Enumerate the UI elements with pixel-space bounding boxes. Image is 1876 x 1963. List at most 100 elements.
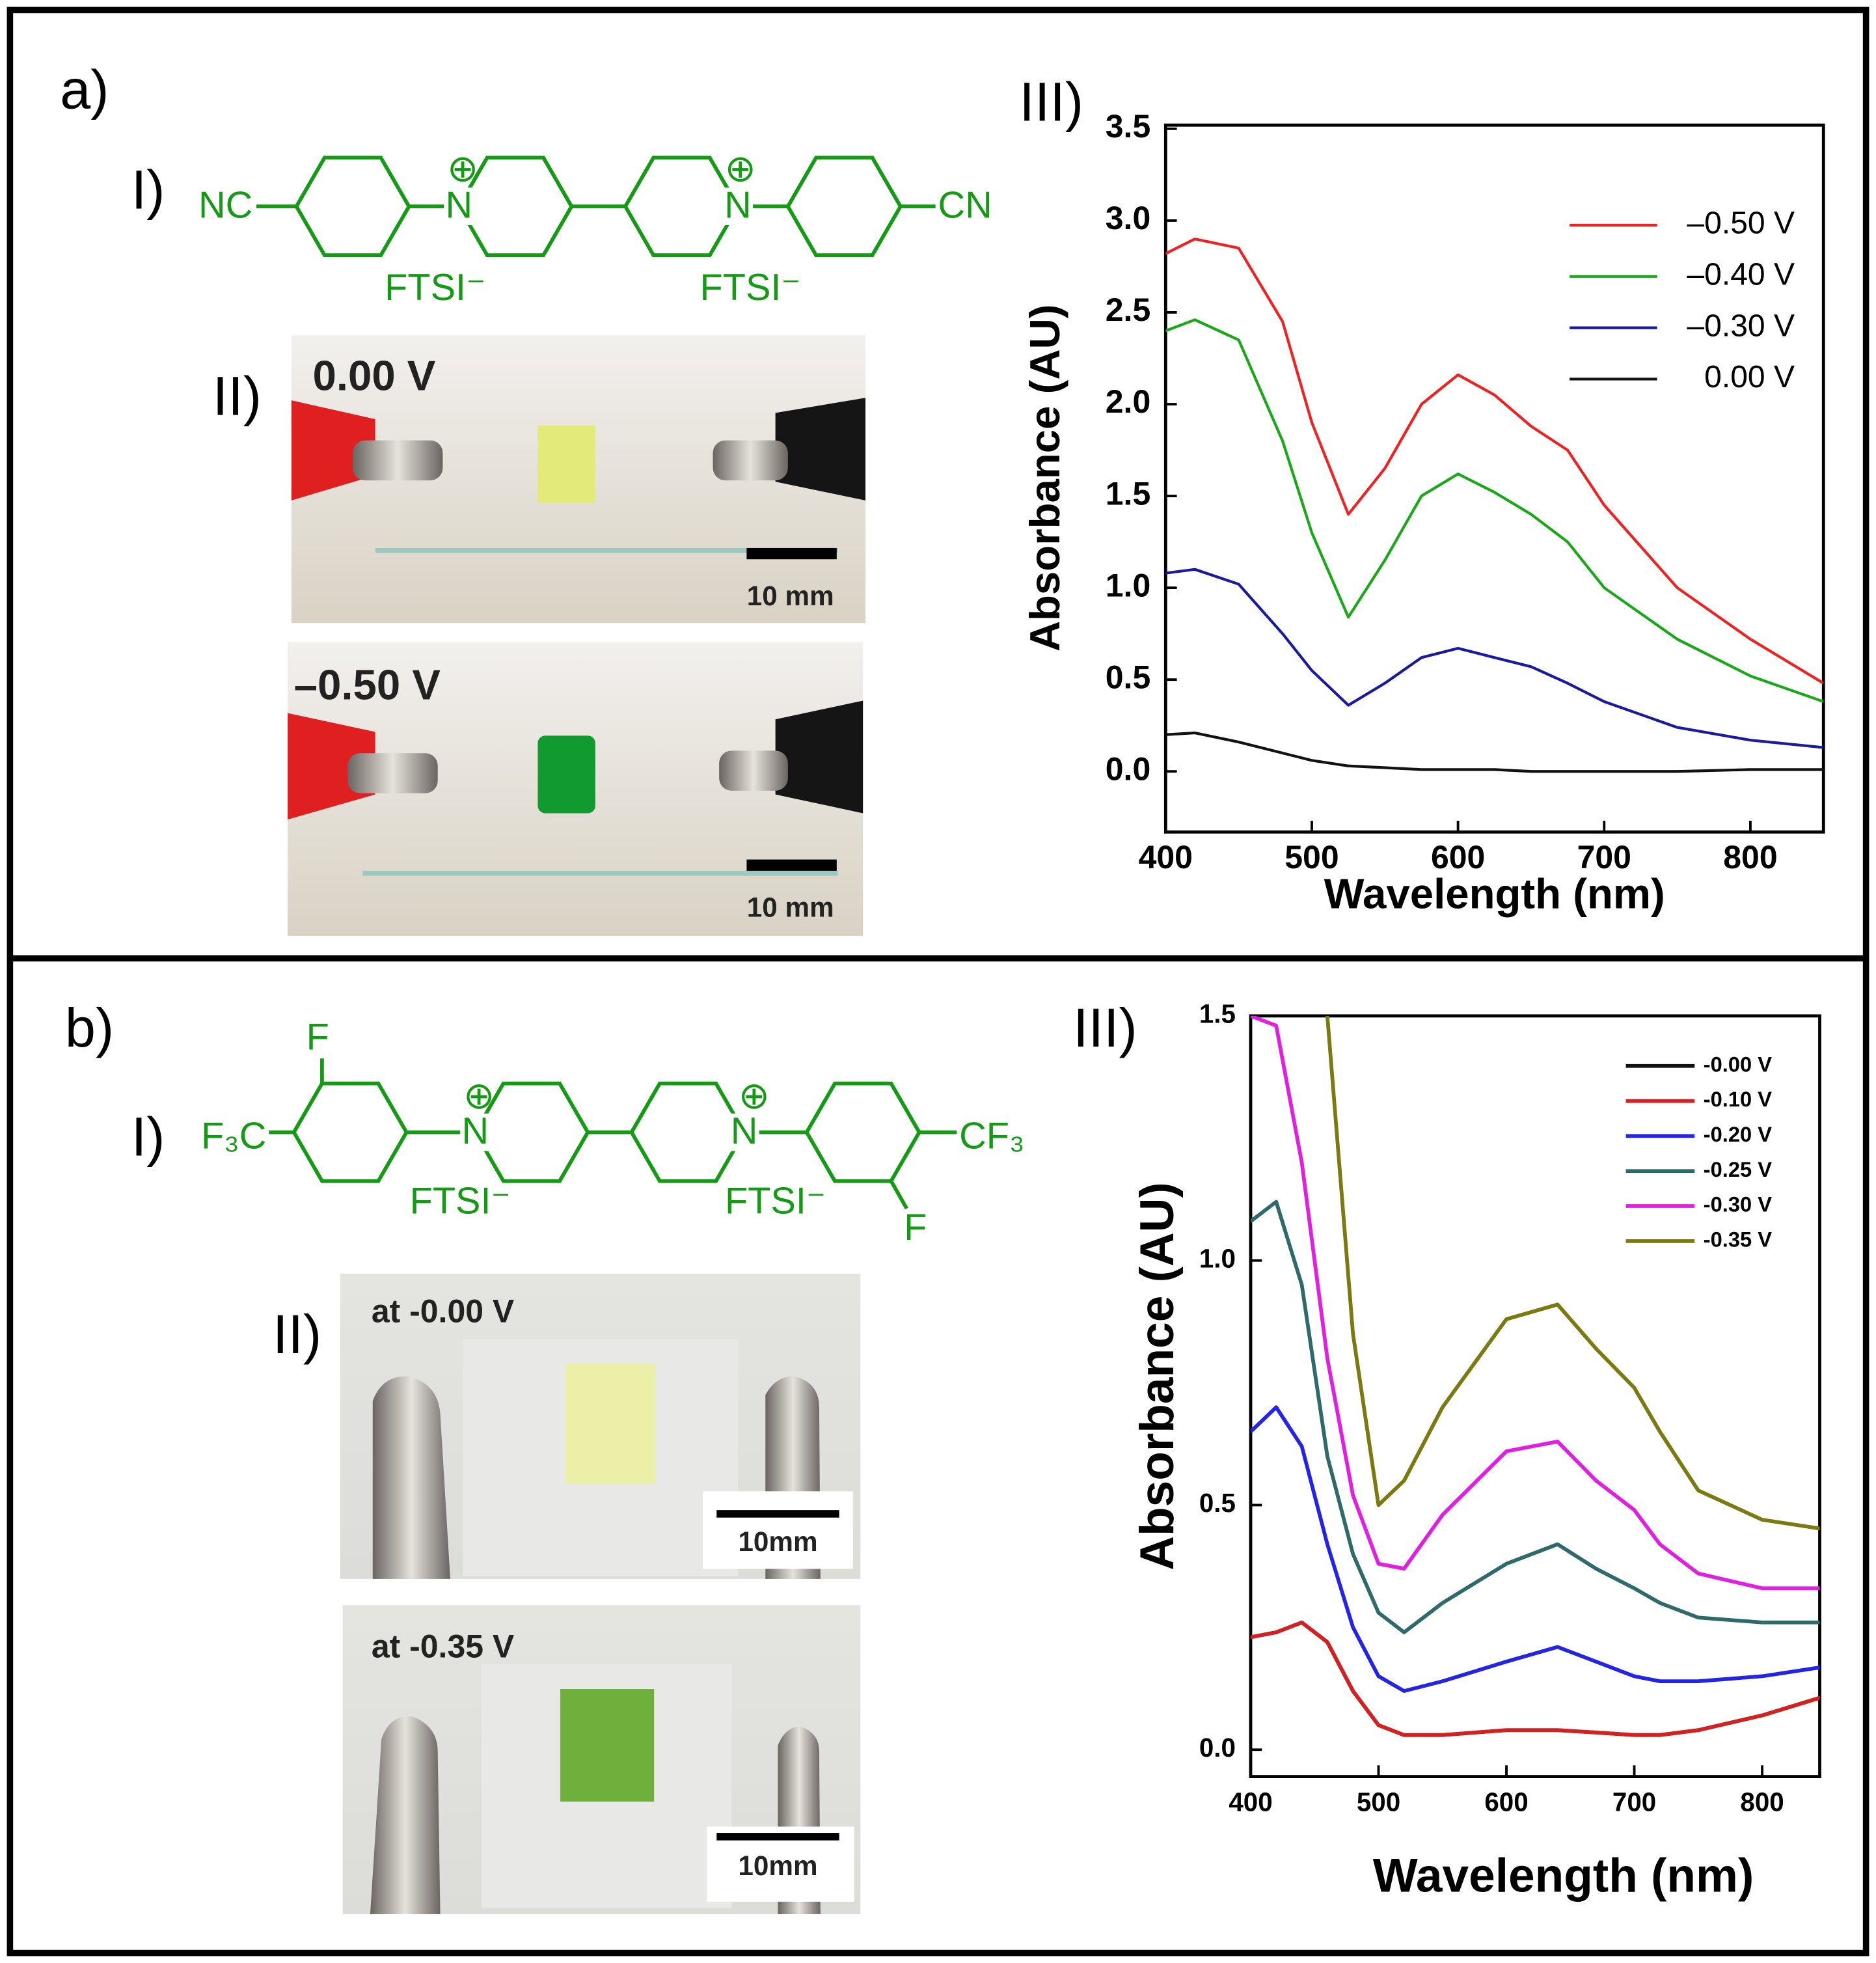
anion: FTSI⁻	[410, 1180, 511, 1222]
atom-bg	[722, 187, 754, 226]
clip	[291, 400, 375, 501]
chart: 400 500 600 700 800 0.0 0.5 1.0 1.5 Wavelength (n…	[1131, 999, 1821, 1902]
x-axis-title: Wavelength (nm)	[1324, 870, 1665, 918]
series-line	[1325, 1015, 1820, 1531]
atom: N	[724, 184, 752, 226]
ring	[623, 156, 741, 258]
photo: 0.00 V 10 mm	[291, 335, 866, 624]
x-tick-label: 400	[1229, 1787, 1272, 1817]
scale-label: 10 mm	[747, 892, 834, 923]
legend: –0.50 V –0.40 V –0.30 V 0.00 V	[1570, 206, 1795, 394]
x-tick-label: 600	[1484, 1787, 1528, 1817]
x-tick-label: 500	[1285, 839, 1339, 875]
y-tick-label: 3.0	[1106, 200, 1150, 236]
series-line	[1251, 1015, 1820, 1591]
panel-label: b)	[65, 996, 114, 1058]
x-tick-label: 700	[1577, 839, 1631, 875]
legend-label: -0.20 V	[1704, 1122, 1772, 1146]
y-axis-title: Absorbance (AU)	[1131, 1182, 1184, 1571]
clip	[775, 398, 866, 501]
x-tick-label: 400	[1139, 839, 1193, 875]
photo-label: at -0.00 V	[372, 1293, 514, 1330]
structure: NC CN N N ⊕ ⊕ FTSI⁻ FTSI⁻	[198, 148, 992, 309]
legend-label: -0.35 V	[1704, 1227, 1772, 1251]
scale-label: 10mm	[738, 1850, 817, 1881]
group: NC	[198, 184, 252, 226]
ring	[294, 156, 411, 258]
part-label: I)	[131, 1105, 165, 1167]
scale-label: 10mm	[738, 1526, 817, 1557]
charge: ⊕	[463, 1075, 495, 1117]
series-line	[1251, 1405, 1820, 1693]
x-tick-label: 600	[1431, 839, 1485, 875]
y-tick-label: 1.5	[1106, 475, 1150, 512]
series-line	[1165, 731, 1824, 773]
ring	[785, 156, 903, 258]
charge: ⊕	[739, 1075, 770, 1117]
photo: –0.50 V 10 mm	[288, 642, 863, 936]
series-line	[1165, 238, 1824, 685]
clip	[370, 1716, 441, 1915]
x-tick-label: 800	[1740, 1787, 1784, 1817]
series-line	[1165, 568, 1824, 749]
charts: 400 500 600 700 800 0.0 0.5 1.0 1.5 2.0 2.5 3.0 3.5 W…	[1021, 108, 1825, 1902]
clip	[713, 440, 788, 481]
y-axis-title: Absorbance (AU)	[1021, 304, 1068, 652]
charge: ⊕	[725, 148, 756, 190]
anion: FTSI⁻	[700, 267, 801, 309]
ring	[292, 1081, 409, 1183]
frame	[7, 7, 1869, 1956]
scale-bar	[716, 1833, 839, 1841]
legend-label: –0.30 V	[1687, 309, 1795, 343]
clip	[372, 1376, 450, 1579]
part-label: II)	[273, 1303, 321, 1365]
atom: N	[446, 184, 473, 226]
ring	[804, 1081, 921, 1183]
series-line	[1165, 318, 1824, 703]
legend-label: -0.00 V	[1704, 1052, 1772, 1076]
photo-label: –0.50 V	[294, 661, 441, 708]
part-label: I)	[131, 158, 165, 220]
scale-box	[703, 1491, 853, 1569]
y-tick-label: 2.5	[1106, 292, 1150, 328]
clip	[775, 700, 863, 814]
x-tick-label: 800	[1723, 839, 1777, 875]
charge: ⊕	[447, 148, 478, 190]
panel-label: a)	[60, 59, 109, 120]
group: F₃C	[201, 1115, 266, 1157]
atom-bg	[729, 1113, 759, 1151]
group: CF₃	[959, 1115, 1024, 1157]
y-tick-label: 1.0	[1199, 1243, 1236, 1273]
legend-label: 0.00 V	[1704, 360, 1795, 394]
sample	[565, 1364, 656, 1484]
scale-bar	[746, 547, 837, 560]
sample	[560, 1689, 655, 1802]
clip	[347, 753, 438, 793]
ring	[629, 1081, 746, 1183]
anion: FTSI⁻	[725, 1180, 826, 1222]
y-tick-label: 1.0	[1106, 567, 1150, 603]
y-tick-label: 0.0	[1106, 750, 1150, 787]
legend-label: -0.25 V	[1704, 1157, 1772, 1181]
part-label: II)	[213, 364, 262, 426]
clip	[719, 750, 788, 791]
legend-label: –0.40 V	[1687, 258, 1795, 292]
atom: F	[904, 1207, 927, 1248]
part-label: III)	[1019, 71, 1083, 133]
plot-frame	[1163, 123, 1825, 834]
photo: at -0.35 V 10mm	[342, 1605, 861, 1915]
plot-frame	[1249, 1014, 1821, 1778]
y-tick-label: 1.5	[1199, 999, 1236, 1029]
atom: N	[462, 1110, 489, 1152]
series-line	[1251, 1200, 1820, 1634]
x-tick-label: 500	[1357, 1787, 1400, 1817]
series-line	[1251, 1620, 1820, 1737]
y-tick-label: 0.0	[1199, 1733, 1236, 1763]
atom: N	[731, 1110, 758, 1152]
scale-bar	[716, 1510, 839, 1518]
photo-label: at -0.35 V	[372, 1628, 514, 1665]
scale-label: 10 mm	[747, 581, 834, 611]
atom: F	[306, 1017, 329, 1058]
atom-bg	[460, 1113, 491, 1151]
